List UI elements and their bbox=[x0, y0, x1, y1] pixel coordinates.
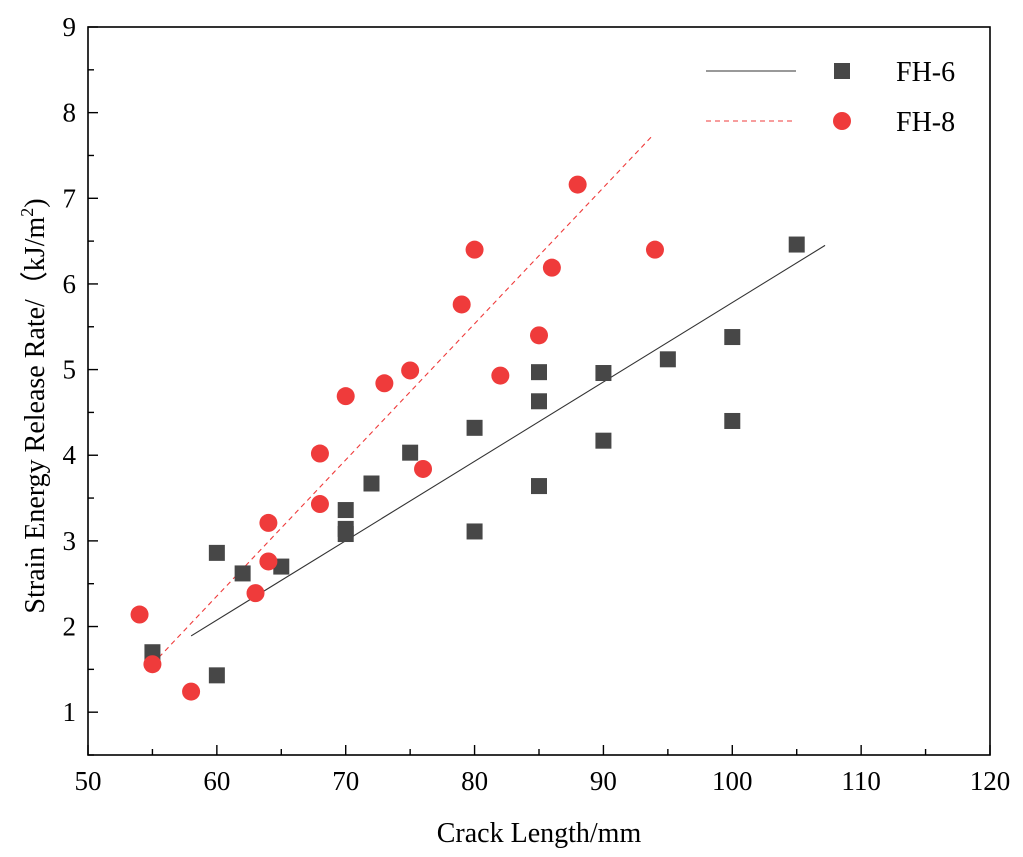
data-points bbox=[130, 175, 805, 701]
point-fh-8 bbox=[568, 175, 587, 194]
point-fh-8 bbox=[530, 326, 548, 345]
y-axis-title-superscript: 2 bbox=[17, 208, 37, 217]
y-tick-label: 1 bbox=[63, 697, 77, 727]
point-fh-8 bbox=[491, 366, 510, 385]
legend-marker-fh-8 bbox=[833, 112, 851, 130]
legend: FH-6 FH-8 bbox=[706, 57, 955, 138]
point-fh-6 bbox=[402, 444, 419, 461]
point-fh-6 bbox=[337, 520, 354, 537]
point-fh-6 bbox=[208, 544, 225, 561]
y-axis-title: Strain Energy Release Rate/（kJ/m2) bbox=[17, 198, 51, 613]
point-fh-6 bbox=[208, 667, 225, 684]
point-fh-8 bbox=[310, 495, 329, 514]
point-fh-8 bbox=[336, 387, 355, 406]
y-tick-label: 2 bbox=[63, 612, 77, 642]
y-tick-label: 7 bbox=[63, 183, 77, 213]
x-tick-label: 80 bbox=[461, 766, 488, 796]
point-fh-8 bbox=[259, 513, 278, 532]
point-fh-6 bbox=[595, 365, 612, 382]
point-fh-6 bbox=[724, 412, 741, 429]
point-fh-6 bbox=[531, 393, 547, 410]
y-tick-label: 5 bbox=[63, 355, 77, 385]
x-tick-label: 50 bbox=[75, 766, 102, 796]
x-tick-label: 120 bbox=[970, 766, 1011, 796]
point-fh-8 bbox=[182, 682, 201, 701]
legend-marker-fh-6 bbox=[834, 63, 850, 79]
fit-line-fh-8 bbox=[158, 135, 653, 658]
y-axis-title-main: Strain Energy Release Rate/（kJ/m bbox=[19, 217, 51, 614]
y-tick-label: 6 bbox=[63, 269, 77, 299]
x-tick-label: 60 bbox=[203, 766, 230, 796]
y-tick-label: 9 bbox=[63, 12, 77, 42]
point-fh-8 bbox=[375, 374, 394, 393]
point-fh-6 bbox=[337, 502, 354, 519]
x-axis-title: Crack Length/mm bbox=[437, 818, 642, 849]
point-fh-8 bbox=[645, 240, 664, 259]
point-fh-8 bbox=[259, 552, 278, 571]
x-tick-label: 70 bbox=[332, 766, 359, 796]
point-fh-6 bbox=[466, 523, 483, 540]
point-fh-6 bbox=[466, 419, 483, 436]
legend-label-fh-6: FH-6 bbox=[896, 57, 955, 88]
point-fh-8 bbox=[310, 444, 329, 463]
point-fh-8 bbox=[414, 459, 433, 478]
x-tick-label: 100 bbox=[712, 766, 753, 796]
point-fh-8 bbox=[452, 295, 471, 314]
legend-label-fh-8: FH-8 bbox=[896, 107, 955, 138]
y-tick-label: 8 bbox=[63, 98, 77, 128]
point-fh-6 bbox=[659, 351, 676, 368]
point-fh-8 bbox=[542, 258, 561, 277]
axes: 50 60 70 80 90 100 110 120 1 2 3 4 5 6 7 8 9 bbox=[63, 12, 1011, 796]
point-fh-6 bbox=[595, 432, 612, 449]
point-fh-8 bbox=[401, 361, 420, 380]
fit-lines bbox=[158, 135, 826, 658]
point-fh-8 bbox=[246, 584, 265, 603]
point-fh-8 bbox=[130, 605, 149, 624]
x-tick-label: 110 bbox=[841, 766, 881, 796]
point-fh-6 bbox=[363, 475, 380, 492]
plot-frame bbox=[87, 26, 991, 756]
point-fh-6 bbox=[788, 236, 805, 253]
point-fh-8 bbox=[465, 240, 484, 259]
y-tick-label: 4 bbox=[63, 440, 77, 470]
y-axis-title-close: ) bbox=[20, 198, 51, 207]
point-fh-8 bbox=[143, 655, 162, 674]
fit-line-fh-6 bbox=[190, 244, 826, 637]
x-tick-label: 90 bbox=[590, 766, 617, 796]
point-fh-6 bbox=[531, 478, 547, 495]
point-fh-6 bbox=[531, 364, 547, 381]
point-fh-6 bbox=[724, 329, 741, 346]
y-tick-label: 3 bbox=[63, 526, 77, 556]
point-fh-6 bbox=[234, 565, 251, 582]
